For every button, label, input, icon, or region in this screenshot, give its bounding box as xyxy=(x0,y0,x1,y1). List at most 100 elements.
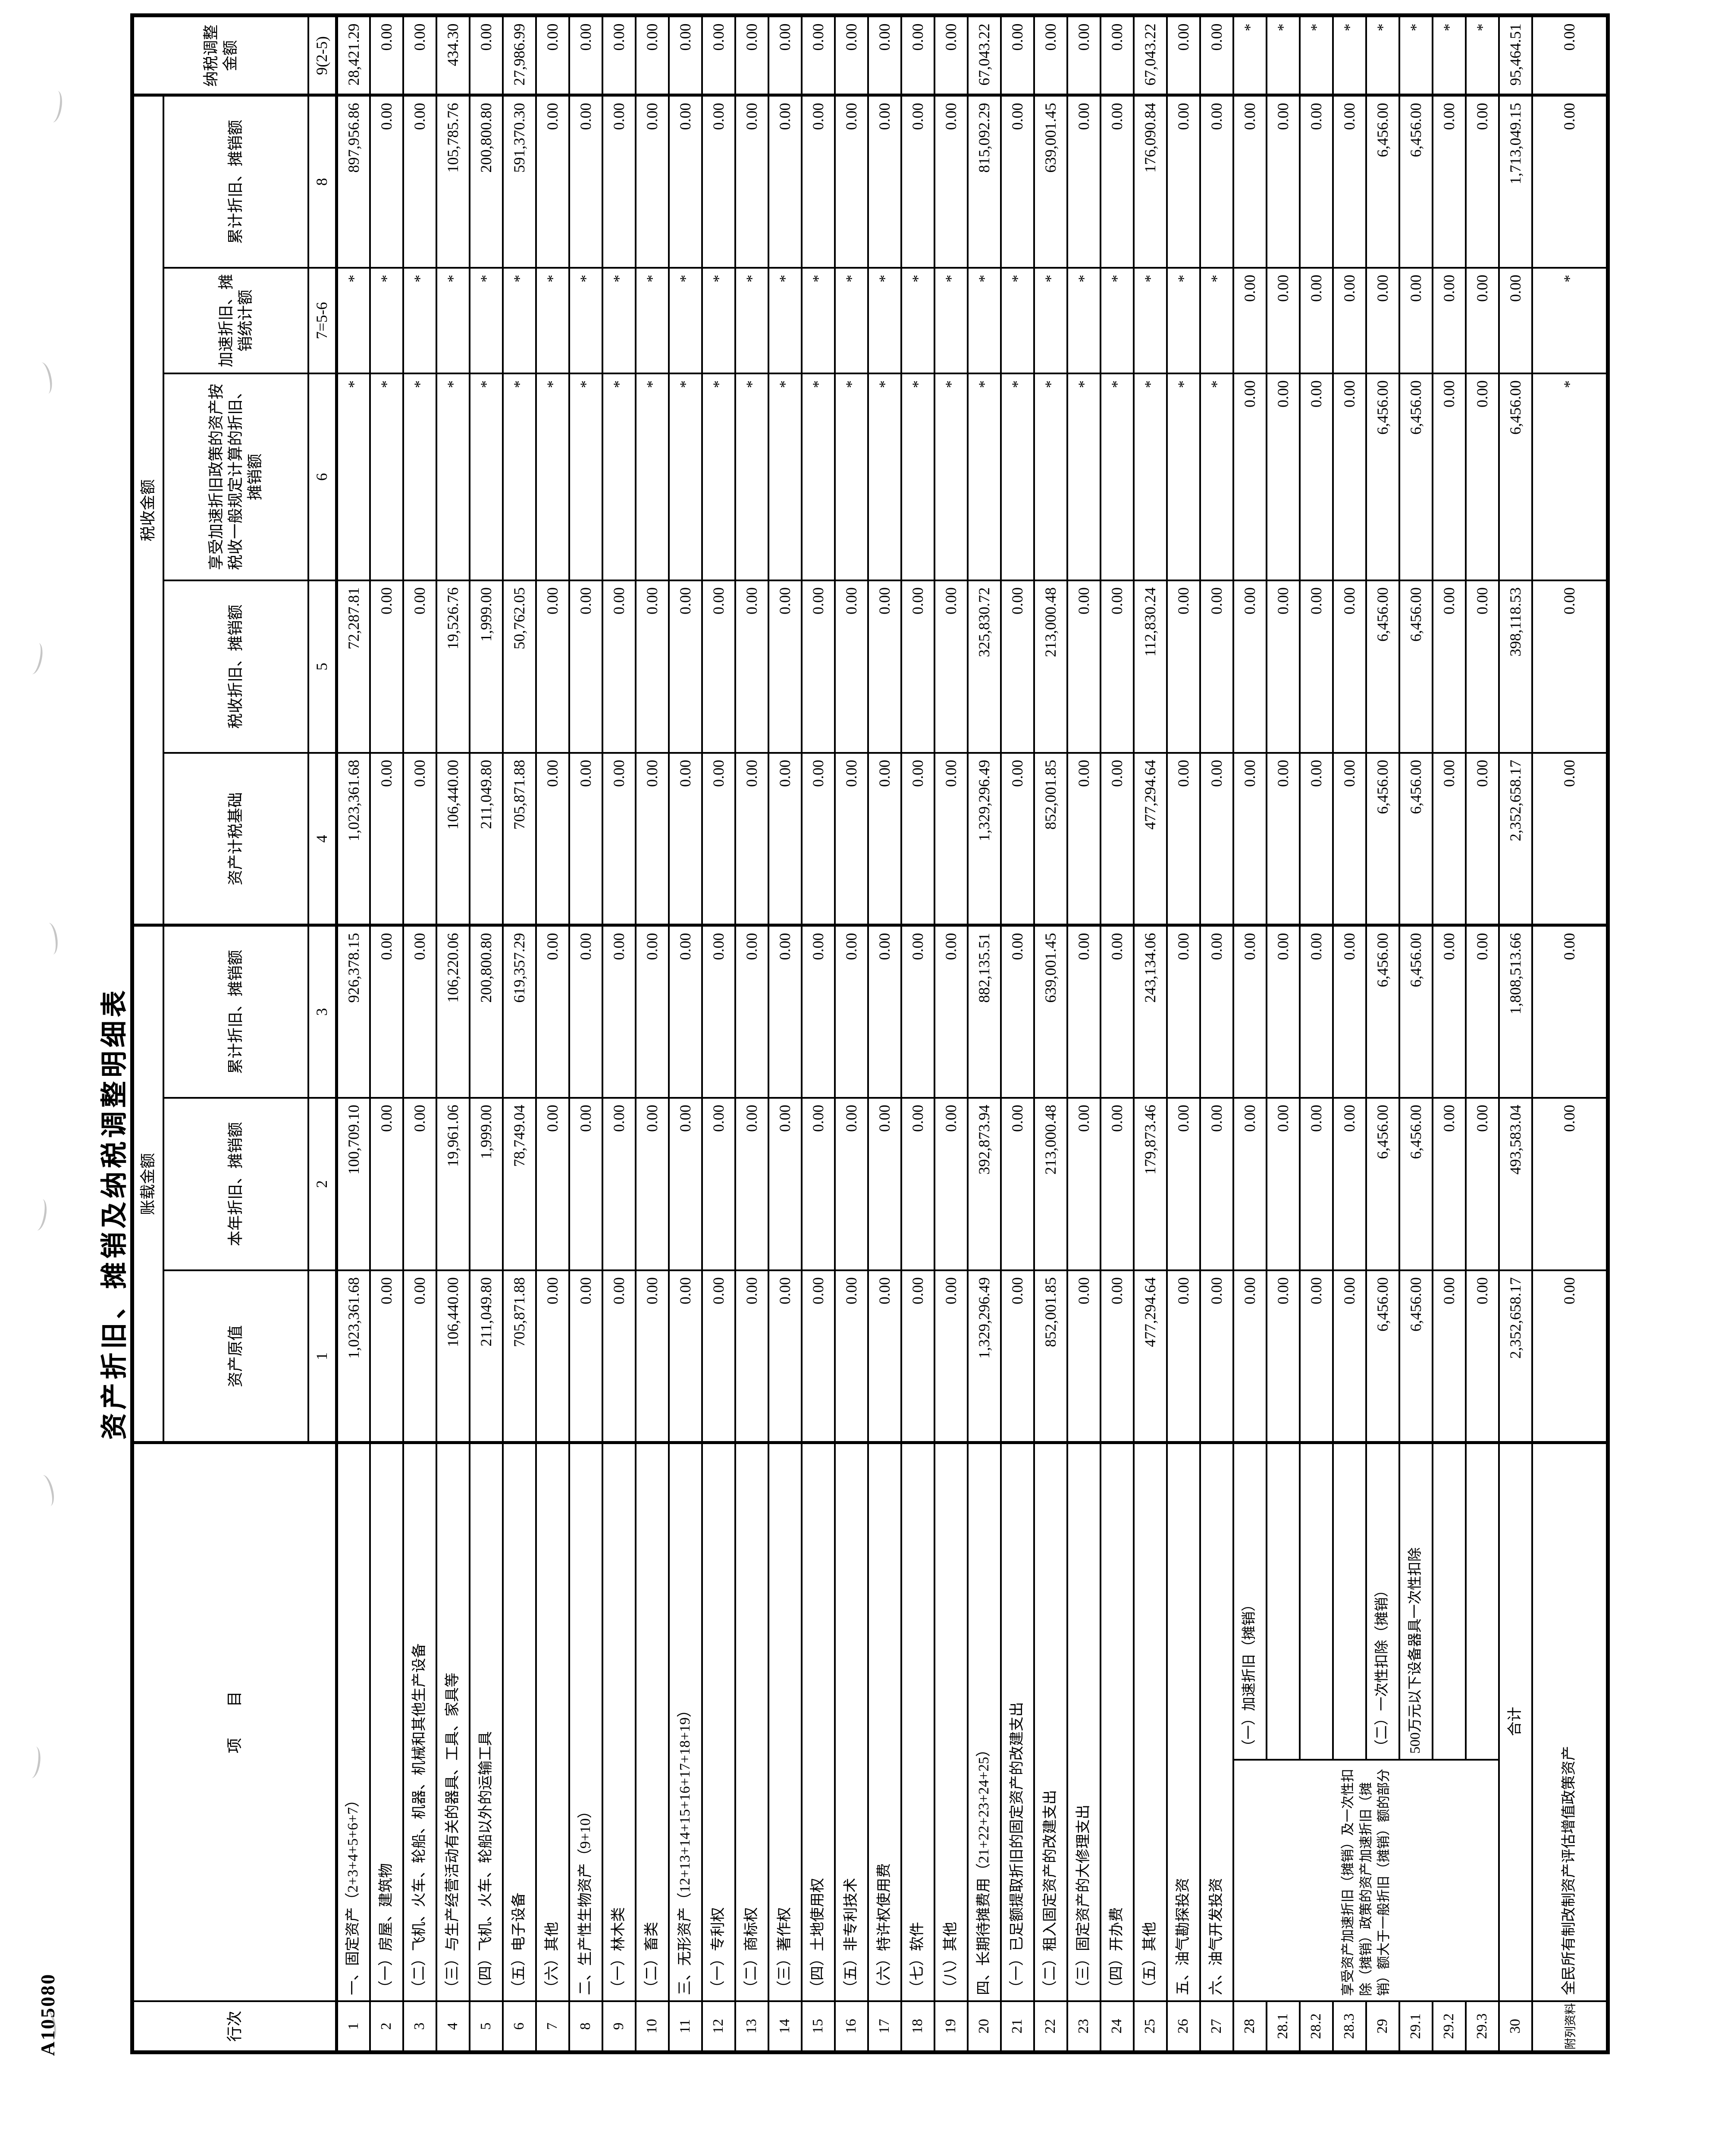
value-cell-col2: 0.00 xyxy=(370,1098,403,1270)
value-cell-col8: 0.00 xyxy=(1532,95,1608,268)
table-row-30: 30 合计 2,352,658.17 493,583.04 1,808,513.66 2,… xyxy=(1499,16,1532,2053)
value-cell-col8: 0.00 xyxy=(569,95,602,268)
value-cell-col1: 0.00 xyxy=(403,1270,436,1443)
value-cell-col1: 0.00 xyxy=(1000,1270,1034,1443)
value-cell-col6: * xyxy=(536,373,569,580)
value-cell-col6: * xyxy=(1133,373,1167,580)
table-row-10: 10 （二）畜类 0.00 0.00 0.00 0.00 0.00 * * 0.00 0.00 xyxy=(635,16,669,2053)
value-cell-col5: 0.00 xyxy=(901,580,934,753)
value-cell-col6: * xyxy=(403,373,436,580)
item-label-cell: （八）其他 xyxy=(934,1443,968,2001)
line-number-cell: 28.3 xyxy=(1333,2001,1366,2053)
value-cell-col7: 0.00 xyxy=(1333,268,1366,373)
line-number-cell: 9 xyxy=(602,2001,636,2053)
col-num-8: 8 xyxy=(308,95,337,268)
value-cell-col5: 0.00 xyxy=(1000,580,1034,753)
value-cell-col8: 0.00 xyxy=(801,95,835,268)
value-cell-col8: 0.00 xyxy=(834,95,868,268)
value-cell-col3: 639,001.45 xyxy=(1034,925,1067,1098)
item-label-cell: 四、长期待摊费用（21+22+23+24+25） xyxy=(967,1443,1001,2001)
header-col-8: 累计折旧、摊销额 xyxy=(163,95,308,268)
sub-item-label-cell: （二）一次性扣除（摊销） xyxy=(1366,1443,1399,1760)
value-cell-col7: * xyxy=(801,268,835,373)
value-cell-col7: * xyxy=(370,268,403,373)
value-cell-col8: 0.00 xyxy=(635,95,669,268)
table-row-29.1: 29.1 500万元以下设备器具一次性扣除 6,456.00 6,456.00 6,45… xyxy=(1399,16,1433,2053)
line-number-cell: 29 xyxy=(1366,2001,1399,2053)
value-cell-col9: 0.00 xyxy=(635,16,669,95)
value-cell-col7: 0.00 xyxy=(1399,268,1433,373)
value-cell-col7: * xyxy=(934,268,968,373)
value-cell-col8: 0.00 xyxy=(1465,95,1499,268)
value-cell-col8: 0.00 xyxy=(868,95,901,268)
value-cell-col8: 176,090.84 xyxy=(1133,95,1167,268)
value-cell-col6: * xyxy=(702,373,735,580)
value-cell-col7: * xyxy=(868,268,901,373)
value-cell-col1: 106,440.00 xyxy=(436,1270,470,1443)
value-cell-col9: * xyxy=(1333,16,1366,95)
value-cell-col4: 0.00 xyxy=(868,753,901,925)
col-num-3: 3 xyxy=(308,925,337,1098)
sub-item-label-cell: （一）加速折旧（摊销） xyxy=(1233,1443,1267,1760)
value-cell-col2: 0.00 xyxy=(602,1098,636,1270)
value-cell-col9: * xyxy=(1366,16,1399,95)
value-cell-col3: 619,357.29 xyxy=(502,925,536,1098)
value-cell-col3: 0.00 xyxy=(1100,925,1134,1098)
value-cell-col5: 0.00 xyxy=(1333,580,1366,753)
col-num-2: 2 xyxy=(308,1098,337,1270)
value-cell-col5: 0.00 xyxy=(868,580,901,753)
value-cell-col6: * xyxy=(336,373,370,580)
value-cell-col3: 0.00 xyxy=(702,925,735,1098)
value-cell-col1: 0.00 xyxy=(1532,1270,1608,1443)
value-cell-col8: 0.00 xyxy=(1233,95,1267,268)
table-row-21: 21 （一）已足额提取折旧的固定资产的改建支出 0.00 0.00 0.00 0.00 0.… xyxy=(1000,16,1034,2053)
scan-artifact-mark xyxy=(42,922,60,956)
table-row-28.1: 28.1 0.00 0.00 0.00 0.00 0.00 0.00 0.00 0.00 * xyxy=(1266,16,1300,2053)
value-cell-col5: 213,000.48 xyxy=(1034,580,1067,753)
value-cell-col9: 0.00 xyxy=(1000,16,1034,95)
value-cell-col9: 0.00 xyxy=(768,16,802,95)
value-cell-col8: 0.00 xyxy=(1299,95,1333,268)
value-cell-col2: 0.00 xyxy=(1465,1098,1499,1270)
value-cell-col5: 72,287.81 xyxy=(336,580,370,753)
value-cell-col5: 0.00 xyxy=(1067,580,1101,753)
value-cell-col9: 0.00 xyxy=(1067,16,1101,95)
sub-item-label-cell xyxy=(1333,1443,1366,1760)
item-label-cell: （二）飞机、火车、轮船、机器、机械和其他生产设备 xyxy=(403,1443,436,2001)
value-cell-col6: 0.00 xyxy=(1432,373,1466,580)
value-cell-col8: 0.00 xyxy=(1166,95,1200,268)
value-cell-col5: 6,456.00 xyxy=(1366,580,1399,753)
table-row-13: 13 （二）商标权 0.00 0.00 0.00 0.00 0.00 * * 0.00 0.00 xyxy=(735,16,768,2053)
value-cell-col7: * xyxy=(1133,268,1167,373)
value-cell-col3: 0.00 xyxy=(1532,925,1608,1098)
line-number-cell: 30 xyxy=(1499,2001,1532,2053)
item-label-cell: 全民所有制改制资产评估增值政策资产 xyxy=(1532,1443,1608,2001)
value-cell-col6: * xyxy=(370,373,403,580)
value-cell-col7: * xyxy=(569,268,602,373)
value-cell-col7: * xyxy=(834,268,868,373)
value-cell-col4: 0.00 xyxy=(1100,753,1134,925)
line-number-cell: 28 xyxy=(1233,2001,1267,2053)
table-row-14: 14 （三）著作权 0.00 0.00 0.00 0.00 0.00 * * 0.00 0.00 xyxy=(768,16,802,2053)
value-cell-col7: 0.00 xyxy=(1366,268,1399,373)
value-cell-col6: * xyxy=(801,373,835,580)
item-label-cell: 一、固定资产（2+3+4+5+6+7） xyxy=(336,1443,370,2001)
line-number-cell: 25 xyxy=(1133,2001,1167,2053)
value-cell-col3: 0.00 xyxy=(1067,925,1101,1098)
value-cell-col9: 0.00 xyxy=(602,16,636,95)
value-cell-col5: 0.00 xyxy=(801,580,835,753)
value-cell-col4: 0.00 xyxy=(735,753,768,925)
value-cell-col3: 200,800.80 xyxy=(469,925,503,1098)
value-cell-col4: 0.00 xyxy=(901,753,934,925)
value-cell-col9: 0.00 xyxy=(1034,16,1067,95)
value-cell-col7: * xyxy=(1034,268,1067,373)
item-label-cell: 六、油气开发投资 xyxy=(1200,1443,1233,2001)
table-row-15: 15 （四）土地使用权 0.00 0.00 0.00 0.00 0.00 * * 0.00 0.00 xyxy=(801,16,835,2053)
line-number-cell: 27 xyxy=(1200,2001,1233,2053)
value-cell-col4: 0.00 xyxy=(1465,753,1499,925)
value-cell-col1: 0.00 xyxy=(735,1270,768,1443)
value-cell-col5: 0.00 xyxy=(602,580,636,753)
header-col-7: 加速折旧、摊销统计额 xyxy=(163,268,308,373)
table-row-12: 12 （一）专利权 0.00 0.00 0.00 0.00 0.00 * * 0.00 0.00 xyxy=(702,16,735,2053)
